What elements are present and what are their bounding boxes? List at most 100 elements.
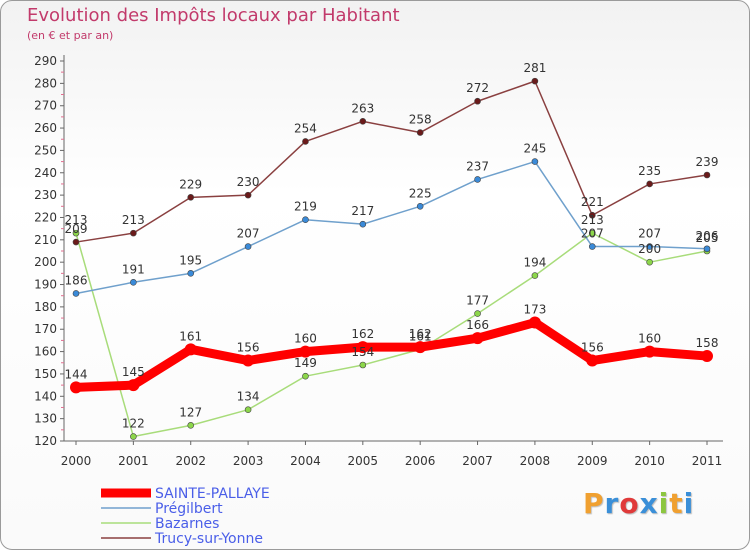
- data-point: [703, 171, 711, 179]
- data-point: [531, 77, 539, 85]
- x-tick-label: 2011: [692, 454, 723, 468]
- data-label: 161: [179, 329, 202, 343]
- data-label: 281: [523, 61, 546, 75]
- series-line-3: [75, 80, 708, 243]
- y-tick-label: 250: [34, 143, 57, 157]
- x-tick-label: 2000: [61, 454, 92, 468]
- data-point: [588, 243, 596, 250]
- data-point: [646, 258, 653, 266]
- data-point: [72, 238, 80, 246]
- data-label: 245: [523, 142, 546, 156]
- data-point: [588, 229, 596, 237]
- data-label: 225: [409, 186, 432, 200]
- data-point: [302, 216, 309, 224]
- data-label: 162: [409, 327, 432, 341]
- data-point: [299, 345, 312, 358]
- data-label: 217: [351, 204, 374, 218]
- data-point: [359, 118, 367, 125]
- series-line-1: [75, 160, 708, 295]
- data-label: 191: [122, 262, 145, 276]
- series-line-2: [75, 232, 708, 438]
- data-label: 263: [351, 101, 374, 115]
- data-point: [302, 372, 309, 380]
- data-point: [416, 129, 424, 136]
- data-point: [72, 229, 80, 237]
- y-tick-label: 230: [34, 188, 57, 202]
- chart-subtitle: (en € et par an): [27, 29, 114, 42]
- data-label: 258: [409, 113, 432, 127]
- y-tick-label: 180: [34, 300, 57, 314]
- data-label: 156: [581, 341, 604, 355]
- data-point: [130, 433, 137, 440]
- legend-label: Bazarnes: [155, 516, 219, 532]
- data-point: [359, 220, 367, 228]
- x-tick-label: 2010: [634, 454, 665, 468]
- data-label: 235: [638, 164, 661, 178]
- x-tick-label: 2008: [520, 454, 551, 468]
- data-label: 154: [351, 345, 374, 359]
- data-point: [471, 332, 484, 345]
- y-tick-label: 170: [34, 322, 57, 336]
- data-point: [646, 180, 653, 188]
- data-label: 207: [638, 227, 661, 241]
- x-tick-label: 2003: [233, 454, 264, 468]
- logo-letter: o: [619, 487, 640, 520]
- x-tick-label: 2006: [405, 454, 436, 468]
- data-label: 156: [237, 341, 260, 355]
- y-tick-label: 260: [34, 121, 57, 135]
- logo-letter: i: [683, 487, 695, 520]
- data-label: 162: [351, 327, 374, 341]
- data-point: [244, 243, 252, 250]
- data-point: [474, 310, 481, 317]
- logo-letter: t: [669, 487, 684, 520]
- data-point: [356, 341, 369, 354]
- data-label: 134: [237, 390, 260, 404]
- logo-letter: P: [583, 487, 605, 520]
- data-point: [302, 138, 309, 145]
- data-label: 122: [122, 417, 145, 431]
- y-tick-label: 160: [34, 345, 57, 359]
- data-label: 230: [237, 175, 260, 189]
- data-label: 207: [237, 227, 260, 241]
- data-label: 149: [294, 356, 317, 370]
- data-label: 254: [294, 121, 317, 135]
- y-tick-label: 200: [34, 255, 57, 269]
- y-tick-label: 150: [34, 367, 57, 381]
- y-tick-label: 130: [34, 412, 57, 426]
- data-point: [416, 202, 424, 210]
- data-point: [72, 290, 80, 297]
- data-label: 145: [122, 365, 145, 379]
- data-point: [414, 341, 427, 354]
- series-points: [70, 77, 713, 440]
- data-label: 221: [581, 195, 604, 209]
- data-label: 186: [65, 273, 88, 287]
- data-point: [528, 316, 541, 329]
- data-point: [359, 361, 367, 369]
- x-tick-label: 2007: [462, 454, 493, 468]
- data-label: 160: [638, 332, 661, 346]
- data-point: [130, 229, 137, 237]
- proxiti-logo: Proxiti: [583, 487, 694, 520]
- data-point: [474, 97, 481, 105]
- x-tick-label: 2009: [577, 454, 608, 468]
- y-tick-label: 280: [34, 76, 57, 90]
- data-point: [531, 272, 539, 279]
- legend-label: Prégilbert: [155, 501, 223, 517]
- data-point: [244, 406, 252, 414]
- chart-title: Evolution des Impôts locaux par Habitant: [27, 5, 400, 26]
- data-label: 158: [696, 336, 719, 350]
- data-label: 213: [65, 213, 88, 227]
- data-label: 229: [179, 177, 202, 191]
- data-point: [586, 354, 599, 367]
- logo-letter: i: [658, 487, 670, 520]
- data-label: 219: [294, 200, 317, 214]
- y-tick-label: 190: [34, 278, 57, 292]
- data-point: [187, 270, 195, 277]
- data-point: [643, 345, 656, 358]
- data-point: [531, 158, 539, 165]
- data-point: [242, 354, 255, 367]
- logo-letter: x: [639, 487, 659, 520]
